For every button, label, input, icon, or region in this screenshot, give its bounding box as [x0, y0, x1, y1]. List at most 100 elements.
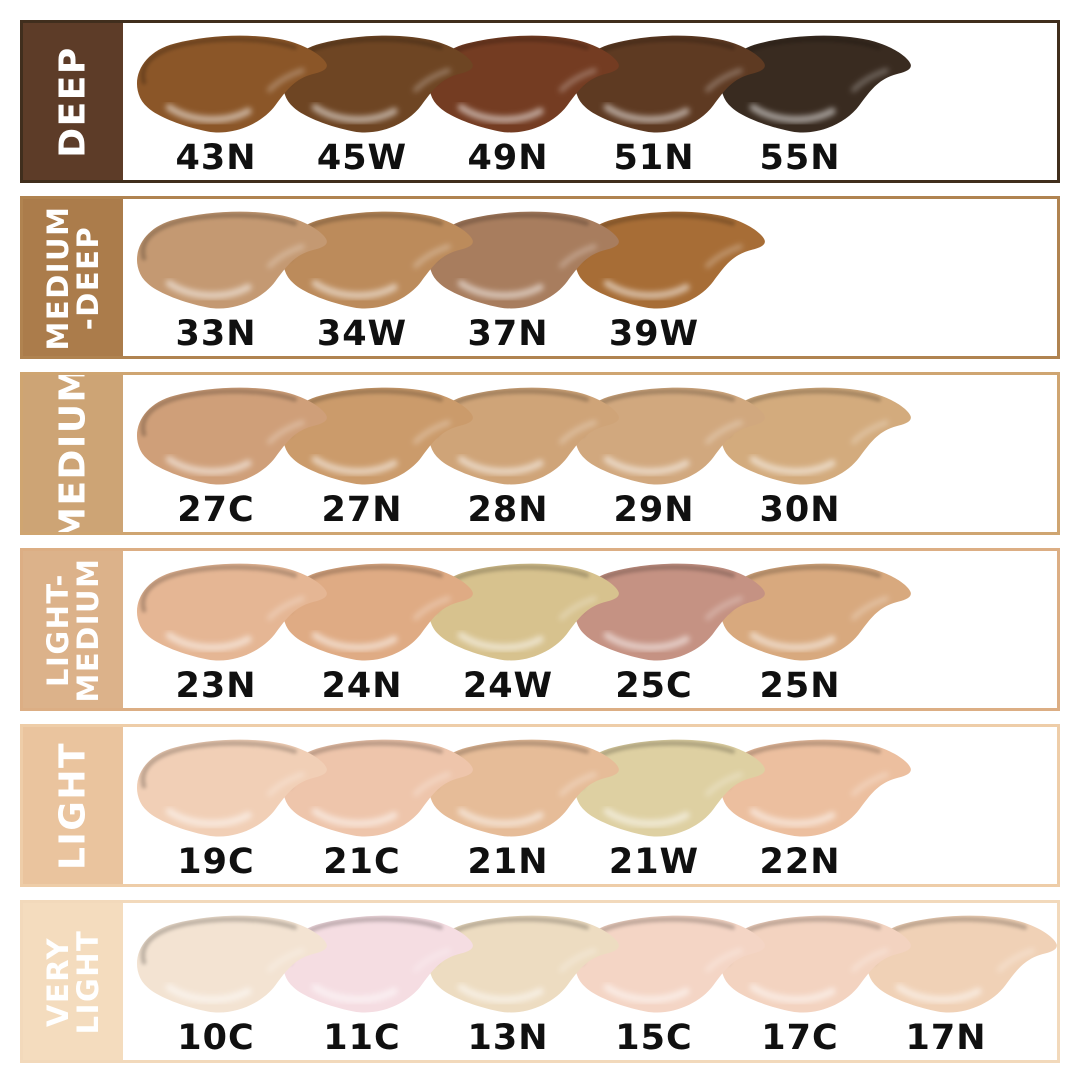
shade-row-light-medium: LIGHT- MEDIUM 23N 24N 24W 25C: [20, 548, 1060, 711]
shade-code: 49N: [467, 138, 549, 178]
shade-swatch: 27C: [143, 375, 289, 532]
shade-code: 28N: [467, 490, 549, 530]
shade-swatch: 39W: [581, 199, 727, 356]
shade-code: 43N: [175, 138, 257, 178]
shade-swatch: 23N: [143, 551, 289, 708]
range-label-line: LIGHT-: [40, 572, 75, 687]
shade-swatch: 33N: [143, 199, 289, 356]
range-label: LIGHT: [52, 741, 94, 870]
foundation-smear: [708, 30, 914, 144]
shade-code: 24W: [462, 666, 554, 706]
shade-swatch: 49N: [435, 23, 581, 180]
swatch-strip: 10C 11C 13N 15C 17C 17N: [123, 903, 1057, 1060]
shade-swatch: 11C: [289, 903, 435, 1060]
range-sidebar-light: LIGHT: [23, 727, 123, 884]
range-label: MEDIUM -DEEP: [40, 205, 105, 350]
shade-code: 51N: [613, 138, 695, 178]
shade-swatch: 30N: [727, 375, 873, 532]
range-sidebar-light-medium: LIGHT- MEDIUM: [23, 551, 123, 708]
shade-code: 19C: [177, 842, 255, 882]
shade-code: 21C: [323, 842, 401, 882]
foundation-smear: [708, 558, 914, 672]
shade-swatch: 17N: [873, 903, 1019, 1060]
range-label: DEEP: [52, 45, 94, 158]
shade-code: 23N: [175, 666, 257, 706]
shade-swatch: 19C: [143, 727, 289, 884]
shade-code: 13N: [467, 1018, 549, 1058]
shade-swatch: 15C: [581, 903, 727, 1060]
swatch-strip: 19C 21C 21N 21W 22N: [123, 727, 1057, 884]
shade-swatch: 55N: [727, 23, 873, 180]
shade-code: 10C: [177, 1018, 255, 1058]
shade-swatch: 10C: [143, 903, 289, 1060]
shade-code: 21N: [467, 842, 549, 882]
foundation-smear: [854, 910, 1060, 1024]
foundation-smear: [708, 734, 914, 848]
range-sidebar-very-light: VERY LIGHT: [23, 903, 123, 1060]
range-label-line: DEEP: [52, 45, 94, 158]
range-label-line: LIGHT: [52, 741, 94, 870]
shade-swatch: 24W: [435, 551, 581, 708]
shade-code: 45W: [316, 138, 408, 178]
shade-code: 21W: [608, 842, 700, 882]
shade-swatch: 17C: [727, 903, 873, 1060]
shade-row-medium: MEDIUM 27C 27N 28N 29N 30N: [20, 372, 1060, 535]
shade-code: 29N: [613, 490, 695, 530]
shade-swatch: 22N: [727, 727, 873, 884]
shade-code: 27N: [321, 490, 403, 530]
range-label: MEDIUM: [52, 372, 94, 535]
range-label-line: MEDIUM: [40, 205, 75, 350]
shade-swatch: 25C: [581, 551, 727, 708]
range-label-line: VERY: [40, 936, 75, 1027]
shade-swatch: 24N: [289, 551, 435, 708]
shade-code: 17C: [761, 1018, 839, 1058]
range-label: VERY LIGHT: [40, 929, 105, 1034]
shade-code: 39W: [608, 314, 700, 354]
shade-code: 37N: [467, 314, 549, 354]
shade-code: 24N: [321, 666, 403, 706]
shade-code: 30N: [759, 490, 841, 530]
range-sidebar-deep: DEEP: [23, 23, 123, 180]
range-label-line: MEDIUM: [52, 372, 94, 535]
shade-code: 17N: [905, 1018, 987, 1058]
shade-swatch: 21W: [581, 727, 727, 884]
shade-swatch: 34W: [289, 199, 435, 356]
shade-code: 33N: [175, 314, 257, 354]
shade-swatch: 45W: [289, 23, 435, 180]
shade-row-light: LIGHT 19C 21C 21N 21W 22N: [20, 724, 1060, 887]
shade-code: 25N: [759, 666, 841, 706]
range-sidebar-medium-deep: MEDIUM -DEEP: [23, 199, 123, 356]
range-label: LIGHT- MEDIUM: [40, 557, 105, 702]
shade-code: 11C: [323, 1018, 401, 1058]
shade-code: 25C: [615, 666, 693, 706]
shade-swatch: 13N: [435, 903, 581, 1060]
swatch-strip: 43N 45W 49N 51N 55N: [123, 23, 1057, 180]
shade-row-very-light: VERY LIGHT 10C 11C 13N 15C: [20, 900, 1060, 1063]
shade-code: 55N: [759, 138, 841, 178]
shade-swatch: 25N: [727, 551, 873, 708]
range-sidebar-medium: MEDIUM: [23, 375, 123, 532]
shade-swatch: 43N: [143, 23, 289, 180]
shade-swatch: 27N: [289, 375, 435, 532]
shade-row-medium-deep: MEDIUM -DEEP 33N 34W 37N 39W: [20, 196, 1060, 359]
swatch-strip: 27C 27N 28N 29N 30N: [123, 375, 1057, 532]
shade-code: 34W: [316, 314, 408, 354]
range-label-line: LIGHT: [71, 929, 105, 1034]
shade-swatch: 37N: [435, 199, 581, 356]
swatch-strip: 23N 24N 24W 25C 25N: [123, 551, 1057, 708]
shade-swatch: 21C: [289, 727, 435, 884]
range-label-line: -DEEP: [71, 225, 105, 330]
range-label-line: MEDIUM: [71, 557, 105, 702]
shade-swatch: 28N: [435, 375, 581, 532]
swatch-strip: 33N 34W 37N 39W: [123, 199, 1057, 356]
shade-row-deep: DEEP 43N 45W 49N 51N 55N: [20, 20, 1060, 183]
shade-code: 15C: [615, 1018, 693, 1058]
shade-code: 22N: [759, 842, 841, 882]
shade-swatch: 51N: [581, 23, 727, 180]
shade-swatch: 29N: [581, 375, 727, 532]
shade-swatch: 21N: [435, 727, 581, 884]
foundation-smear: [562, 206, 768, 320]
shade-code: 27C: [177, 490, 255, 530]
foundation-smear: [708, 382, 914, 496]
